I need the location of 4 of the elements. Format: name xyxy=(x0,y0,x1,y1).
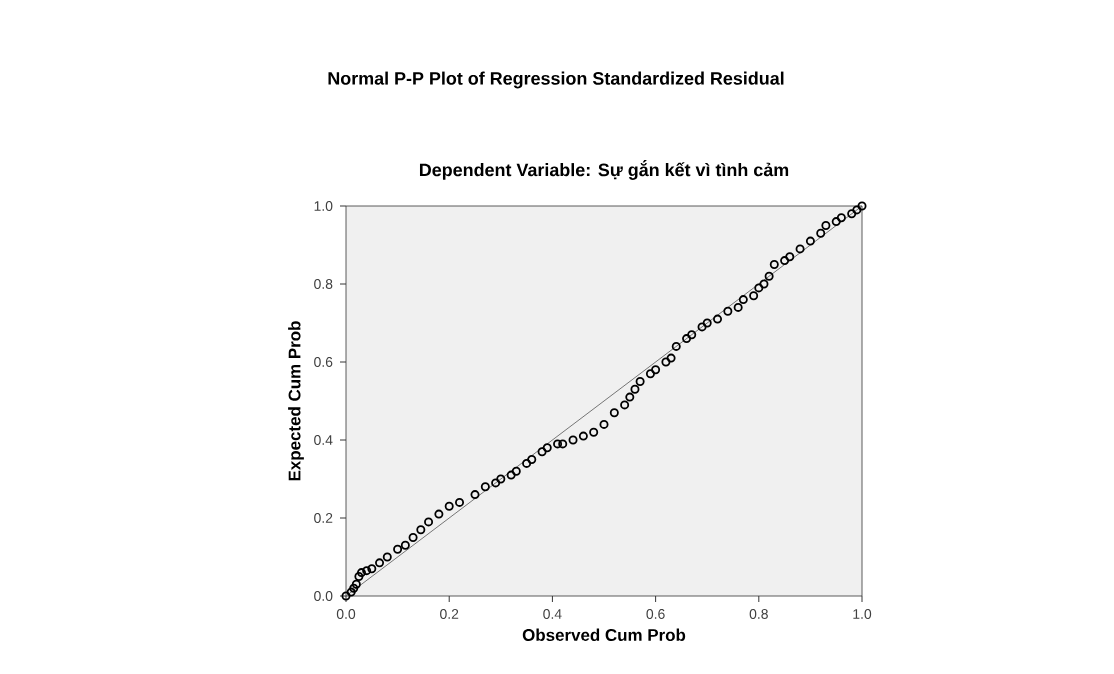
chart-title: Normal P-P Plot of Regression Standardized Residual xyxy=(328,71,784,89)
chart-subtitle: Dependent Variable: Sự gắn kết vì tình cảm xyxy=(419,160,789,180)
y-axis-title: Expected Cum Prob xyxy=(288,321,304,481)
x-axis-title: Observed Cum Prob xyxy=(522,628,686,642)
